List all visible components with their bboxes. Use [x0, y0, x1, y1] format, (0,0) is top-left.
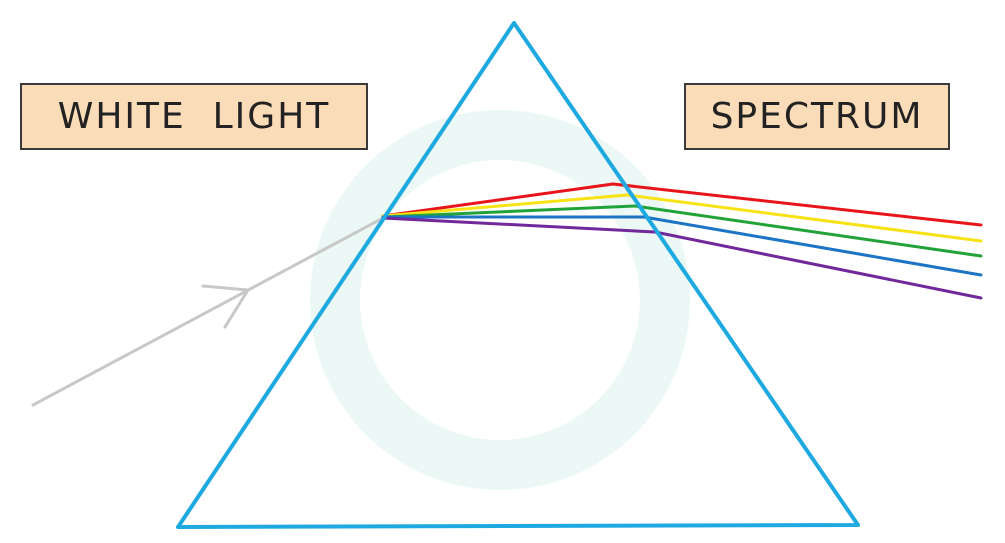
incident-ray [31, 216, 385, 407]
prism [176, 21, 860, 529]
spectrum-ray-green [633, 204, 983, 258]
logo-watermark-icon [310, 110, 690, 490]
internal-ray-yellow [381, 193, 629, 218]
spectrum-ray-red [611, 182, 983, 227]
spectrum-ray-violet [653, 230, 983, 300]
internal-rays [381, 182, 657, 234]
spectrum-label: SPECTRUM [684, 83, 950, 150]
internal-ray-violet [381, 216, 657, 234]
spectrum-ray-blue [642, 215, 983, 277]
arrowhead-icon [201, 284, 250, 329]
watermark-ring [310, 110, 690, 490]
spectrum-ray-yellow [625, 193, 983, 243]
spectrum-rays [611, 182, 983, 300]
white-light-label: WHITE LIGHT [20, 83, 368, 150]
incident-ray-line [31, 216, 385, 407]
internal-ray-green [381, 204, 637, 219]
internal-ray-red [381, 182, 615, 218]
